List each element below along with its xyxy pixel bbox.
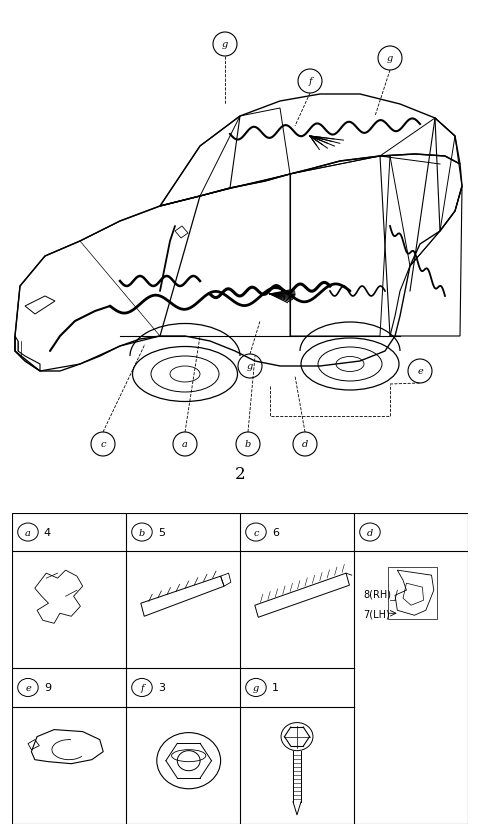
Text: a: a: [182, 440, 188, 449]
Text: a: a: [25, 528, 31, 537]
Text: c: c: [100, 440, 106, 449]
Text: 1: 1: [272, 682, 279, 693]
Text: 4: 4: [44, 527, 51, 537]
Text: 5: 5: [158, 527, 165, 537]
Text: 3: 3: [158, 682, 165, 693]
Text: 2: 2: [235, 466, 245, 483]
Text: 8(RH): 8(RH): [363, 589, 391, 599]
Bar: [388, 567, 437, 619]
Text: g: g: [247, 362, 253, 371]
Text: 9: 9: [44, 682, 51, 693]
Text: g: g: [222, 41, 228, 50]
Text: f: f: [308, 77, 312, 86]
Text: d: d: [302, 440, 308, 449]
Text: d: d: [367, 528, 373, 537]
Text: g: g: [387, 55, 393, 64]
Text: b: b: [139, 528, 145, 537]
Text: g: g: [253, 683, 259, 692]
Text: c: c: [253, 528, 259, 537]
Text: e: e: [417, 367, 423, 376]
Text: b: b: [245, 440, 251, 449]
Text: 7(LH): 7(LH): [363, 609, 390, 619]
Text: f: f: [140, 683, 144, 692]
Text: e: e: [25, 683, 31, 692]
Text: 6: 6: [272, 527, 279, 537]
